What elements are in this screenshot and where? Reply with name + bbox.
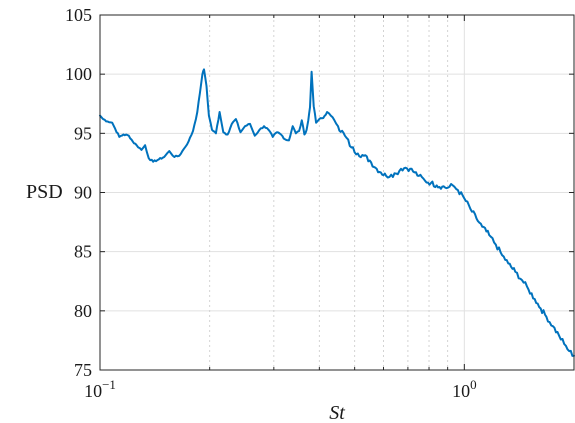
y-tick-label: 80 <box>74 301 92 321</box>
x-tick-labels: 10−1 100 <box>84 377 476 401</box>
y-tick-label: 85 <box>74 242 92 262</box>
y-tick-label: 75 <box>74 360 92 380</box>
y-tick-label: 100 <box>65 64 92 84</box>
psd-series-line <box>99 68 575 357</box>
y-tick-labels: 75 80 85 90 95 100 105 <box>65 5 92 380</box>
y-tick-label: 90 <box>74 183 92 203</box>
x-tick-label: 10−1 <box>84 377 116 401</box>
y-axis-title: PSD <box>26 181 63 203</box>
y-tick-label: 105 <box>65 5 92 25</box>
grid <box>100 15 574 370</box>
y-tick-label: 95 <box>74 123 92 143</box>
tick-marks <box>99 14 575 371</box>
x-axis-title: St <box>329 402 345 423</box>
x-tick-label: 100 <box>452 377 477 401</box>
